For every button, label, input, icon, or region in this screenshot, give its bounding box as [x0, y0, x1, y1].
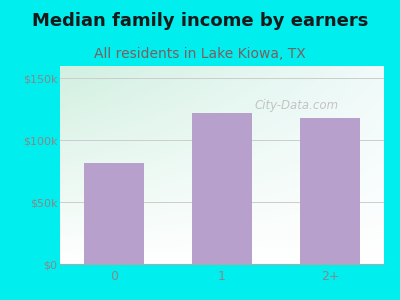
Bar [300, 118, 360, 264]
Text: City-Data.com: City-Data.com [254, 99, 338, 112]
Text: Median family income by earners: Median family income by earners [32, 12, 368, 30]
Bar [192, 113, 252, 264]
Bar [84, 163, 144, 264]
Text: All residents in Lake Kiowa, TX: All residents in Lake Kiowa, TX [94, 46, 306, 61]
